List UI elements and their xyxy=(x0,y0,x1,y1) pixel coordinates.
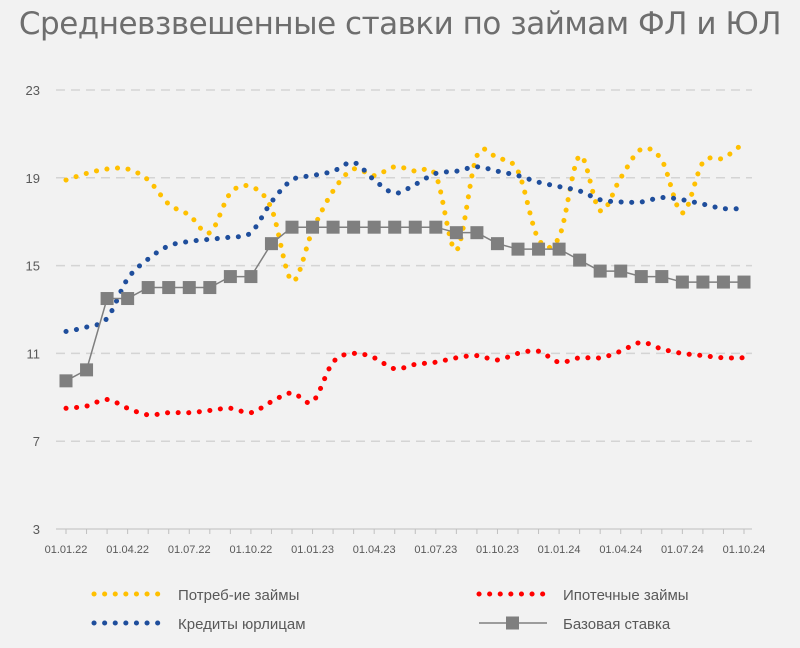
series-3-point xyxy=(490,237,504,251)
series-3-point xyxy=(696,275,710,289)
series-3-point xyxy=(675,275,689,289)
x-tick-label: 01.07.24 xyxy=(661,544,704,556)
series-3-point xyxy=(716,275,730,289)
series-3-point xyxy=(593,264,607,278)
legend-label-1: Ипотечные займы xyxy=(563,587,689,604)
series-3-point xyxy=(182,281,196,295)
y-tick-label: 11 xyxy=(27,346,41,361)
x-tick-label: 01.04.22 xyxy=(106,544,149,556)
legend-label-2: Кредиты юрлицам xyxy=(178,616,306,633)
x-tick-label: 01.07.22 xyxy=(168,544,211,556)
series-3-point xyxy=(573,253,587,267)
series-3-point xyxy=(737,275,751,289)
series-3-point xyxy=(203,281,217,295)
series-3-point xyxy=(80,363,94,377)
y-tick-label: 7 xyxy=(33,434,40,449)
series-3-point xyxy=(408,220,422,234)
x-tick-label: 01.01.23 xyxy=(291,544,334,556)
series-3-point xyxy=(223,270,237,284)
series-3-point xyxy=(552,242,566,256)
y-tick-label: 15 xyxy=(26,259,40,274)
series-3-point xyxy=(121,292,135,306)
series-3-point xyxy=(429,220,443,234)
series-3-line xyxy=(65,226,744,382)
series-3-point xyxy=(306,220,320,234)
series-3-point xyxy=(511,242,525,256)
series-3-point xyxy=(326,220,340,234)
legend-label-0: Потреб-ие займы xyxy=(178,587,299,604)
legend-label-3: Базовая ставка xyxy=(563,616,671,633)
series-3-point xyxy=(655,270,669,284)
x-tick-label: 01.04.24 xyxy=(599,544,642,556)
series-3-point xyxy=(100,292,114,306)
series-3-point xyxy=(470,226,484,240)
series-2-line xyxy=(63,159,747,334)
chart-title: Средневзвешенные ставки по займам ФЛ и Ю… xyxy=(18,6,782,42)
series-3-point xyxy=(367,220,381,234)
y-tick-label: 3 xyxy=(33,522,40,537)
x-tick-label: 01.10.24 xyxy=(723,544,766,556)
legend-swatch-marker-3 xyxy=(506,616,519,630)
series-3-point xyxy=(244,270,258,284)
x-tick-label: 01.01.24 xyxy=(538,544,581,556)
x-tick-label: 01.10.23 xyxy=(476,544,519,556)
series-3-point xyxy=(614,264,628,278)
series-3-point xyxy=(162,281,176,295)
series-3-point xyxy=(388,220,402,234)
series-3-point xyxy=(449,226,463,240)
series-3-point xyxy=(141,281,155,295)
series-3-point xyxy=(532,242,546,256)
series-3-point xyxy=(634,270,648,284)
series-3-point xyxy=(59,374,73,388)
x-tick-label: 01.10.22 xyxy=(229,544,272,556)
series-0-line xyxy=(63,140,747,284)
series-1-line xyxy=(63,339,747,418)
series-3-point xyxy=(347,220,361,234)
series-3-point xyxy=(264,237,278,251)
x-tick-label: 01.04.23 xyxy=(353,544,396,556)
x-tick-label: 01.07.23 xyxy=(414,544,457,556)
series-3-point xyxy=(285,220,299,234)
x-tick-label: 01.01.22 xyxy=(45,544,88,556)
y-tick-label: 19 xyxy=(26,171,40,186)
y-tick-label: 23 xyxy=(26,83,40,98)
